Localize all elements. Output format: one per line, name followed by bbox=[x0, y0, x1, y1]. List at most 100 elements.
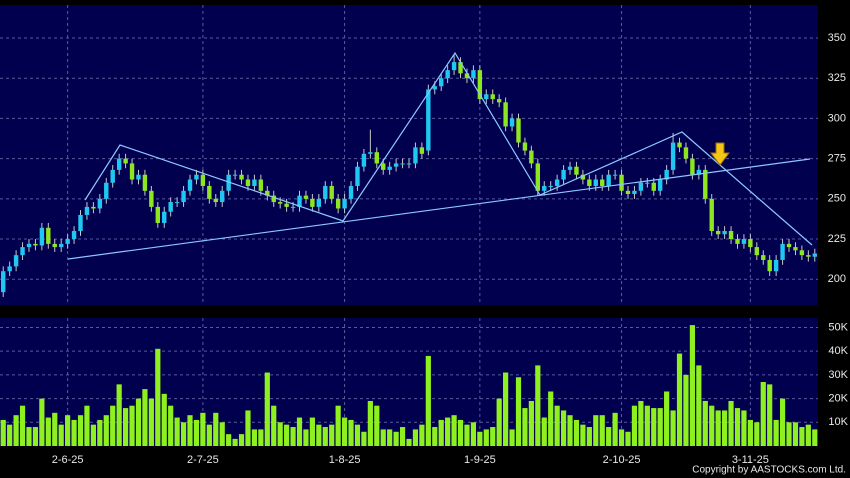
volume-bar bbox=[245, 410, 251, 446]
volume-bar bbox=[90, 424, 96, 446]
candle-body bbox=[477, 70, 483, 100]
candle-body bbox=[786, 243, 792, 248]
candle-body bbox=[458, 62, 463, 74]
candle-body bbox=[542, 185, 547, 191]
volume-bar bbox=[715, 410, 721, 446]
volume-bar bbox=[335, 405, 341, 446]
volume-bar bbox=[168, 405, 174, 446]
volume-bar bbox=[142, 389, 148, 446]
candle-body bbox=[580, 174, 586, 180]
volume-bar bbox=[670, 410, 676, 446]
volume-bar bbox=[316, 424, 322, 446]
volume-bar bbox=[425, 355, 431, 446]
volume-bar bbox=[457, 419, 464, 446]
volume-bar bbox=[593, 415, 599, 446]
volume-bar bbox=[264, 372, 270, 446]
candle-body bbox=[381, 163, 386, 170]
candle-body bbox=[271, 195, 276, 203]
candle-body bbox=[91, 206, 96, 209]
volume-bar bbox=[71, 419, 77, 446]
candle-body bbox=[484, 94, 489, 100]
candle-body bbox=[329, 185, 334, 199]
volume-bar bbox=[374, 405, 380, 446]
volume-bar bbox=[754, 422, 760, 446]
candle-body bbox=[348, 185, 354, 199]
volume-bar bbox=[651, 408, 657, 446]
volume-bar bbox=[767, 384, 773, 446]
volume-bar bbox=[683, 374, 689, 446]
volume-bar bbox=[399, 427, 406, 446]
candle-body bbox=[335, 198, 341, 209]
candle-body bbox=[413, 147, 418, 164]
candle-body bbox=[690, 158, 695, 175]
volume-bar bbox=[206, 424, 212, 446]
candle-body bbox=[554, 179, 560, 186]
y-tick-label: 10K bbox=[828, 416, 848, 428]
candle-body bbox=[226, 174, 231, 191]
volume-bar bbox=[722, 410, 728, 446]
volume-bar bbox=[148, 398, 154, 446]
candle-body bbox=[123, 158, 128, 164]
volume-bar bbox=[122, 408, 129, 446]
volume-bar bbox=[644, 405, 650, 446]
trend-line bbox=[67, 158, 811, 260]
volume-bar bbox=[432, 427, 438, 446]
volume-bar bbox=[161, 393, 167, 446]
volume-bar bbox=[380, 429, 386, 446]
candle-body bbox=[110, 169, 115, 183]
candle-body bbox=[799, 250, 805, 256]
volume-bar bbox=[451, 415, 457, 446]
candle-body bbox=[162, 211, 167, 223]
y-tick-label: 50K bbox=[828, 321, 848, 333]
candle-body bbox=[155, 206, 161, 223]
volume-bar bbox=[490, 427, 496, 446]
volume-bar bbox=[548, 391, 554, 446]
candle-body bbox=[277, 202, 283, 204]
volume-bar bbox=[702, 400, 708, 446]
candle-body bbox=[600, 179, 605, 186]
volume-bar bbox=[528, 400, 534, 446]
candle-body bbox=[187, 179, 193, 191]
candle-body bbox=[496, 99, 502, 103]
volume-bar bbox=[155, 348, 161, 446]
candle-body bbox=[39, 227, 45, 246]
candle-body bbox=[26, 243, 32, 248]
candle-body bbox=[46, 227, 51, 244]
candle-body bbox=[767, 259, 772, 272]
candle-body bbox=[548, 185, 553, 187]
candle-body bbox=[342, 198, 347, 209]
candle-body bbox=[104, 182, 109, 199]
volume-bar bbox=[573, 419, 580, 446]
volume-bar bbox=[174, 417, 180, 446]
volume-bar bbox=[799, 427, 805, 446]
candle-body bbox=[439, 78, 444, 87]
candle-body bbox=[20, 247, 25, 256]
volume-bar bbox=[367, 400, 373, 446]
volume-bar bbox=[664, 391, 670, 446]
candle-body bbox=[490, 94, 495, 100]
volume-bar bbox=[773, 419, 779, 446]
candle-body bbox=[535, 163, 541, 191]
candle-body bbox=[97, 198, 103, 209]
volume-bar bbox=[387, 429, 393, 446]
candle-body bbox=[310, 198, 315, 207]
candle-body bbox=[703, 169, 708, 199]
candle-body bbox=[773, 259, 779, 272]
candle-body bbox=[619, 174, 624, 191]
x-tick-label: 2-6-25 bbox=[52, 454, 84, 466]
candle-body bbox=[509, 118, 515, 127]
candle-body bbox=[445, 70, 450, 79]
volume-bar bbox=[284, 424, 290, 446]
volume-bar bbox=[554, 405, 560, 446]
candle-body bbox=[683, 147, 689, 159]
candle-body bbox=[426, 89, 431, 151]
volume-bar bbox=[322, 427, 328, 446]
volume-bar bbox=[116, 384, 122, 446]
volume-bar bbox=[277, 422, 283, 446]
candle-body bbox=[625, 190, 631, 195]
volume-bar bbox=[58, 424, 64, 446]
y-tick-label: 350 bbox=[828, 32, 846, 44]
volume-bar bbox=[709, 405, 715, 446]
x-tick-label: 2-10-25 bbox=[603, 454, 641, 466]
